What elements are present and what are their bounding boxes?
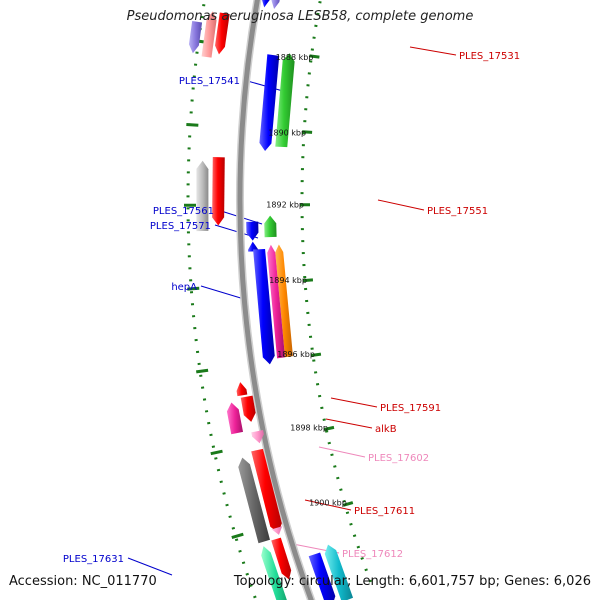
accession-text: Accession: NC_011770 [9, 574, 157, 589]
gene-label: PLES_17602 [368, 453, 429, 464]
gene-small-red [237, 382, 248, 396]
scale-label: 1888 kbp [276, 53, 314, 62]
gene-label: alkB [375, 424, 397, 435]
gene-label: PLES_17571 [150, 221, 211, 232]
scale-label: 1900 kbp [309, 499, 347, 508]
gene-label: PLES_17591 [380, 403, 441, 414]
scale-label: 1898 kbp [290, 423, 328, 432]
major-tick-outer [211, 451, 223, 454]
scale-label: 1892 kbp [266, 201, 304, 210]
gene-features [189, 0, 353, 600]
label-connector [128, 558, 172, 575]
scale-label: 1894 kbp [269, 276, 307, 285]
gene-label: PLES_17612 [342, 549, 403, 560]
scale-label: 1896 kbp [277, 350, 315, 359]
map-title: Pseudomonas aeruginosa LESB58, complete … [0, 9, 600, 24]
label-connector [331, 398, 377, 407]
gene-top-lavender [271, 0, 280, 9]
gene-label: PLES_17611 [354, 506, 415, 517]
genome-summary-text: Topology: circular; Length: 6,601,757 bp… [234, 574, 591, 589]
gene-ples-17561-green [264, 216, 276, 238]
major-tick-outer [232, 534, 244, 537]
label-connector [378, 200, 424, 210]
gene-label: PLES_17631 [63, 554, 124, 565]
scale-label: 1890 kbp [268, 128, 306, 137]
gene-label: PLES_17561 [153, 206, 214, 217]
gene-alkb-pink [227, 402, 243, 434]
gene-label: PLES_17551 [427, 206, 488, 217]
gene-top-blue [262, 0, 271, 7]
major-tick-outer [196, 370, 208, 372]
gene-ples-17551-red [212, 157, 225, 225]
label-connector [201, 286, 244, 299]
gene-ples-17531-lavender [189, 21, 202, 53]
gene-label: PLES_17541 [179, 76, 240, 87]
label-connector [319, 447, 365, 457]
label-connector [410, 47, 456, 55]
map-labels: 1888 kbp 1890 kbp 1892 kbp 1894 kbp 1896 kbp… [63, 51, 520, 565]
gene-label: hepA [171, 282, 197, 293]
label-connectors [128, 47, 456, 575]
major-tick-outer [186, 125, 198, 126]
gene-label: PLES_17531 [459, 51, 520, 62]
